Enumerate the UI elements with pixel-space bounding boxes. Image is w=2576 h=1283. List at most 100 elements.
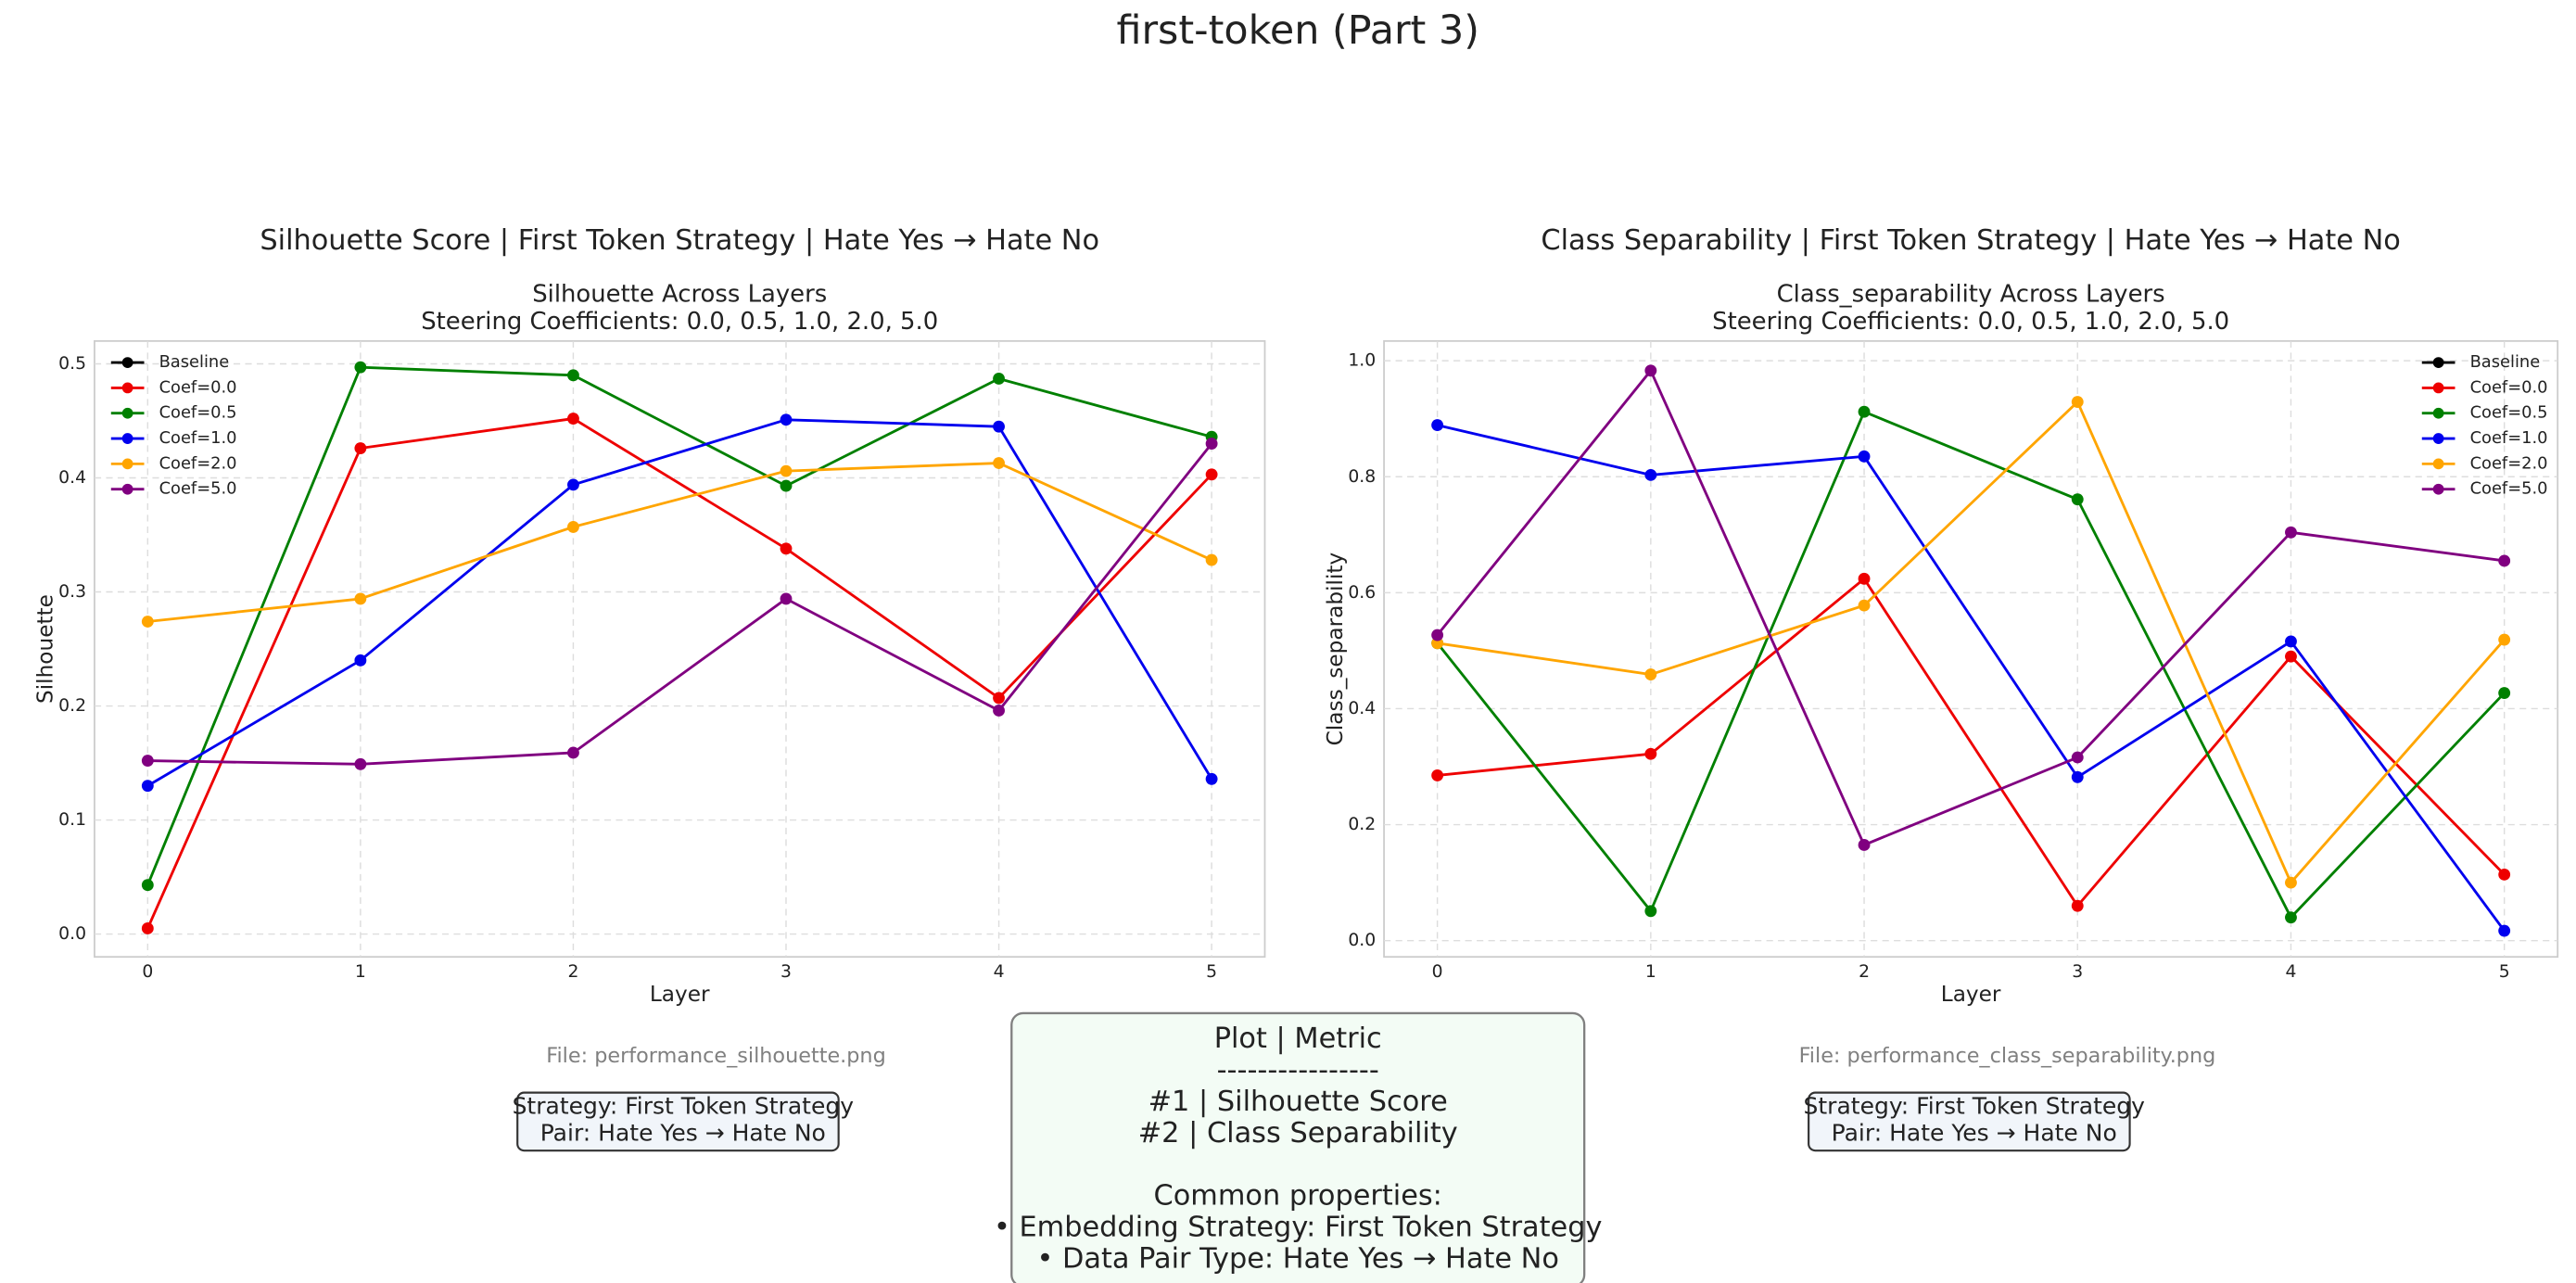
- legend-label: Coef=0.5: [2470, 403, 2548, 423]
- legend-marker: [2432, 458, 2444, 470]
- data-point: [141, 879, 154, 892]
- legend-label: Coef=0.0: [2470, 377, 2548, 397]
- data-point: [2498, 554, 2511, 567]
- data-point: [141, 616, 154, 628]
- data-point: [993, 457, 1005, 469]
- data-point: [354, 442, 367, 454]
- data-point: [2498, 868, 2511, 881]
- series-line: [1437, 424, 2506, 932]
- series-line: [147, 442, 1213, 766]
- plot-area: [94, 339, 1266, 959]
- data-point: [2071, 396, 2084, 408]
- data-point: [1205, 553, 1218, 566]
- legend-marker: [2432, 357, 2444, 368]
- y-tick-label: 0.8: [1348, 467, 1376, 487]
- data-point: [354, 757, 367, 770]
- y-tick-label: 0.6: [1348, 583, 1376, 603]
- data-point: [2498, 924, 2511, 937]
- data-point: [1644, 747, 1657, 760]
- legend-marker: [121, 458, 133, 470]
- data-point: [1644, 364, 1657, 377]
- summary-common: • Data Pair Type: Hate Yes → Hate No: [1036, 1242, 1559, 1275]
- info-text: Pair: Hate Yes → Hate No: [540, 1119, 826, 1146]
- data-point: [354, 654, 367, 667]
- x-tick-label: 5: [2499, 962, 2510, 982]
- data-point: [1431, 629, 1444, 642]
- data-point: [1205, 438, 1218, 451]
- data-point: [141, 780, 154, 793]
- legend-marker: [121, 407, 133, 419]
- data-point: [1644, 668, 1657, 680]
- legend-label: Coef=0.5: [159, 403, 237, 423]
- y-axis-label: Silhouette: [33, 594, 58, 704]
- series-line: [1437, 400, 2506, 885]
- x-tick-label: 2: [567, 962, 578, 982]
- legend-label: Coef=5.0: [159, 479, 237, 499]
- y-tick-label: 0.3: [58, 582, 86, 602]
- legend-label: Coef=1.0: [2470, 428, 2548, 448]
- data-point: [780, 592, 793, 605]
- y-axis-label: Class_separability: [1323, 552, 1348, 745]
- figure-title: first-token (Part 3): [1116, 7, 1479, 54]
- y-tick-label: 0.4: [58, 468, 86, 488]
- series-line: [146, 417, 1213, 930]
- summary-separator: ----------------: [1217, 1054, 1379, 1086]
- chart-subtitle: Class_separability Across Layers: [1777, 280, 2165, 308]
- chart-subtitle: Steering Coefficients: 0.0, 0.5, 1.0, 2.…: [421, 308, 938, 336]
- legend-label: Coef=5.0: [2470, 479, 2548, 499]
- data-point: [1431, 419, 1444, 432]
- data-point: [2285, 876, 2297, 889]
- x-tick-label: 3: [780, 962, 792, 982]
- series-line: [146, 365, 1212, 886]
- data-point: [354, 361, 367, 374]
- data-point: [780, 542, 793, 555]
- data-point: [567, 413, 579, 425]
- data-point: [141, 922, 154, 934]
- x-tick-label: 4: [2285, 962, 2296, 982]
- info-box: [516, 1091, 840, 1152]
- legend-marker: [121, 483, 133, 495]
- data-point: [1644, 468, 1657, 481]
- legend-marker: [121, 357, 133, 368]
- data-point: [567, 369, 579, 382]
- data-point: [2285, 526, 2297, 539]
- data-point: [1644, 905, 1657, 918]
- y-tick-label: 1.0: [1348, 351, 1376, 371]
- data-point: [2285, 911, 2297, 924]
- x-tick-label: 4: [994, 962, 1005, 982]
- y-tick-label: 0.5: [58, 354, 86, 374]
- data-point: [2071, 493, 2084, 506]
- x-tick-label: 5: [1206, 962, 1217, 982]
- chart-title: Class Separability | First Token Strateg…: [1541, 224, 2400, 257]
- chart-subtitle: Silhouette Across Layers: [532, 280, 827, 308]
- data-point: [1205, 468, 1218, 481]
- data-point: [780, 479, 793, 492]
- x-axis-label: Layer: [650, 982, 710, 1007]
- data-point: [2498, 687, 2511, 700]
- legend-label: Coef=0.0: [159, 377, 237, 397]
- data-point: [780, 413, 793, 426]
- data-point: [354, 592, 367, 605]
- data-point: [1858, 572, 1871, 585]
- data-point: [567, 746, 579, 759]
- legend-marker: [2432, 407, 2444, 419]
- x-tick-label: 2: [1859, 962, 1870, 982]
- legend-label: Coef=2.0: [2470, 453, 2548, 473]
- data-point: [993, 692, 1005, 705]
- data-point: [993, 420, 1005, 433]
- legend-marker: [2432, 433, 2444, 444]
- y-tick-label: 0.4: [1348, 699, 1376, 718]
- data-point: [780, 464, 793, 477]
- series-line: [1437, 577, 2506, 908]
- info-text: Strategy: First Token Strategy: [1804, 1093, 2146, 1120]
- file-label: File: performance_silhouette.png: [546, 1044, 885, 1068]
- summary-common: • Embedding Strategy: First Token Strate…: [994, 1212, 1603, 1244]
- summary-common-heading: Common properties:: [1154, 1180, 1442, 1213]
- info-box: [1808, 1091, 2131, 1152]
- data-point: [1858, 599, 1871, 612]
- data-point: [993, 705, 1005, 717]
- data-point: [993, 373, 1005, 385]
- legend-label: Baseline: [159, 352, 230, 372]
- legend-label: Coef=2.0: [159, 453, 237, 473]
